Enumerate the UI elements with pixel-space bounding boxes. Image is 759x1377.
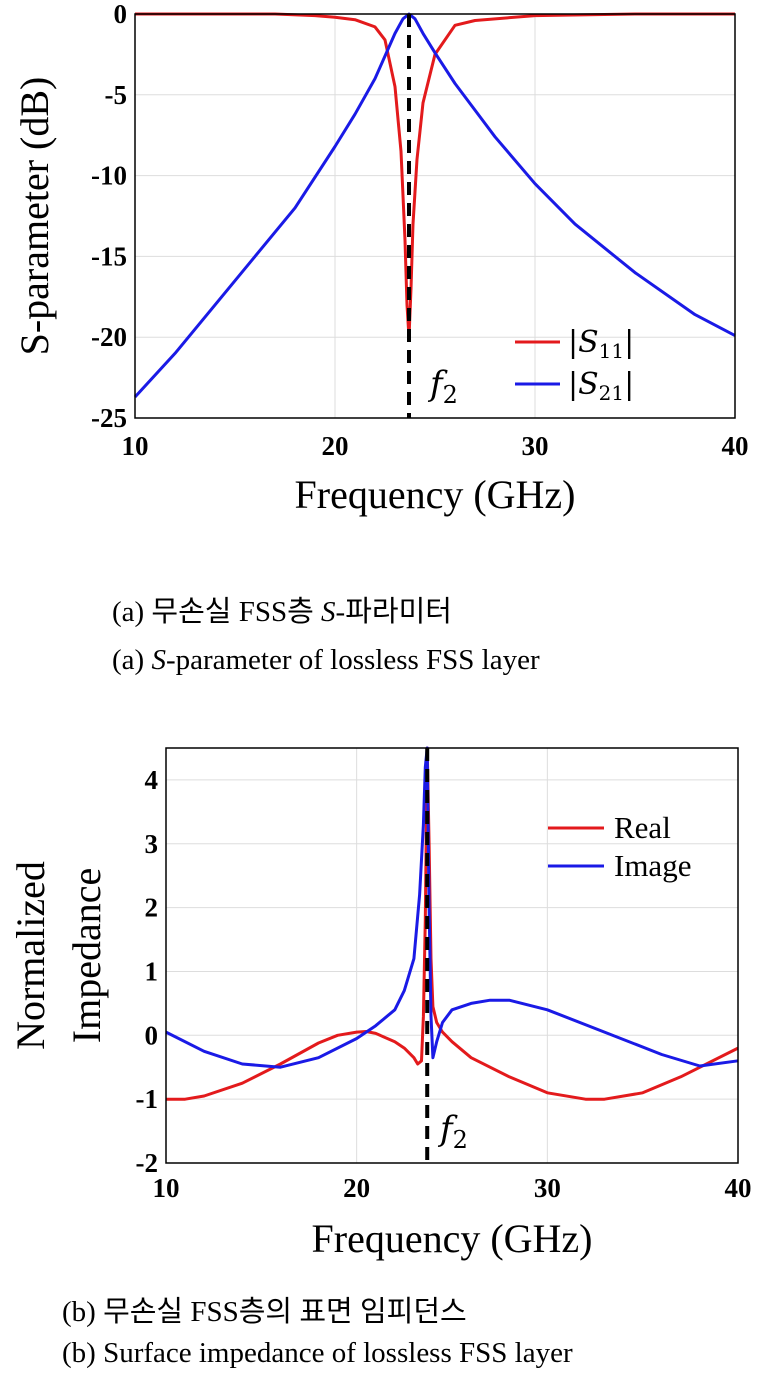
caption-a-korean: (a) 무손실 FSS층 S-파라미터	[112, 588, 452, 630]
y-tick-a--15: -15	[91, 241, 127, 271]
x-tick-a-20: 20	[322, 431, 349, 461]
caption-b-korean-text: (b) 무손실 FSS층의 표면 임피던스	[62, 1296, 467, 1328]
marker-label-b: f2	[437, 1109, 468, 1154]
x-tick-b-40: 40	[725, 1173, 752, 1203]
x-axis-title-a: Frequency (GHz)	[295, 472, 576, 517]
y-axis-title-a: S-parameter (dB)	[12, 77, 57, 356]
y-tick-b-2: 2	[145, 893, 159, 923]
y-tick-a--25: -25	[91, 403, 127, 433]
caption-a-korean-prefix: (a) 무손실 FSS층	[112, 596, 322, 628]
x-axis-title-b: Frequency (GHz)	[312, 1216, 593, 1261]
y-tick-a--20: -20	[91, 322, 127, 352]
caption-a-english-suffix: -parameter of lossless FSS layer	[165, 644, 540, 676]
caption-a-english-italic: S	[151, 644, 166, 676]
legend-a: |S11| |S21|	[515, 325, 634, 405]
y-tick-a-0: 0	[114, 0, 128, 29]
plot-area-a	[133, 12, 736, 419]
caption-b-english: (b) Surface impedance of lossless FSS la…	[62, 1337, 573, 1370]
legend-label-b-0: Real	[614, 810, 671, 845]
x-tick-a-40: 40	[722, 431, 749, 461]
caption-b-korean: (b) 무손실 FSS층의 표면 임피던스	[62, 1288, 467, 1330]
caption-a-korean-suffix: -파라미터	[335, 596, 452, 628]
y-axis-title-line2-b: Impedance	[64, 868, 109, 1043]
caption-b-english-text: (b) Surface impedance of lossless FSS la…	[62, 1337, 573, 1369]
y-tick-a--10: -10	[91, 161, 127, 191]
y-tick-b-0: 0	[145, 1020, 159, 1050]
x-tick-b-10: 10	[153, 1173, 180, 1203]
series-line-a-0	[135, 12, 735, 339]
legend-label-b-1: Image	[614, 848, 691, 883]
series-line-b-1	[165, 746, 739, 1069]
y-axis-title-line1-b: Normalized	[8, 861, 53, 1050]
x-tick-a-10: 10	[122, 431, 149, 461]
axes-box-b	[165, 747, 739, 1164]
caption-a-english: (a) S-parameter of lossless FSS layer	[112, 644, 540, 677]
y-tick-b--1: -1	[136, 1084, 159, 1114]
plot-area-b	[165, 746, 739, 1164]
x-tick-a-30: 30	[522, 431, 549, 461]
legend-label-a-1: |S21|	[568, 367, 634, 405]
legend-label-a-0: |S11|	[568, 325, 634, 363]
y-tick-a--5: -5	[105, 80, 128, 110]
y-tick-b--2: -2	[136, 1148, 159, 1178]
y-tick-b-4: 4	[145, 765, 159, 795]
caption-a-korean-italic: S	[321, 596, 336, 628]
series-line-a-1	[133, 12, 736, 399]
s-parameter-chart: 10 20 30 40 0 -5 -10 -15 -20 -25 Frequency (GHz) S-…	[12, 0, 749, 517]
y-tick-b-3: 3	[145, 829, 159, 859]
caption-a-english-prefix: (a)	[112, 644, 152, 676]
series-line-b-0	[166, 746, 739, 1101]
axes-box-a	[134, 13, 736, 419]
y-tick-b-1: 1	[145, 956, 159, 986]
x-tick-b-30: 30	[534, 1173, 561, 1203]
x-tick-b-20: 20	[343, 1173, 370, 1203]
